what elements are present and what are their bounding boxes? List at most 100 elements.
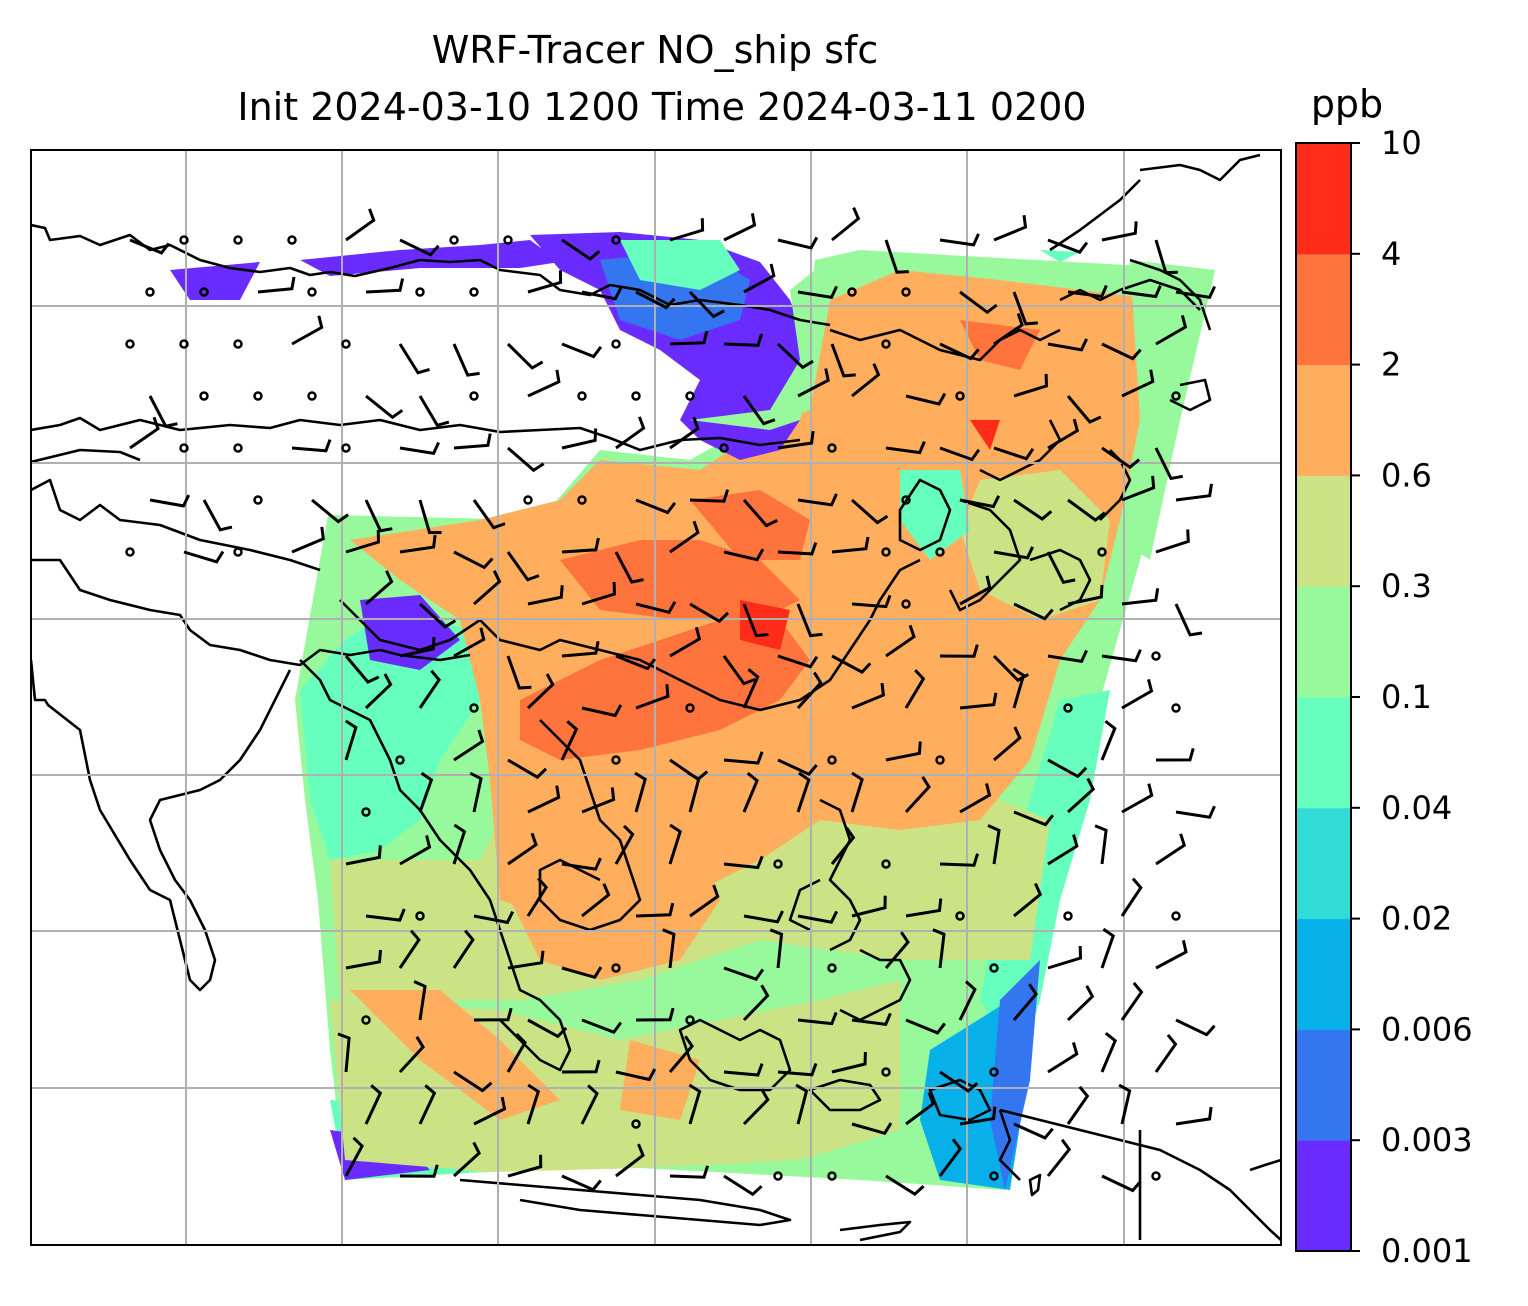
wind-barb [939,1070,979,1093]
wind-barb [1121,783,1154,814]
calm-wind-marker [523,495,533,505]
wind-barb [507,446,545,473]
wind-barb [1100,720,1117,761]
wind-barb [723,548,765,562]
wind-barb [1155,529,1190,554]
colorbar-ticks: 0.001 0.003 0.006 0.02 0.04 0.1 0.3 0.6 2 4 10 [1351,124,1473,1270]
colorbar-tick-label: 0.003 [1381,1121,1473,1159]
wind-barb [365,394,404,420]
wind-barb [635,1007,675,1022]
wind-barb [527,270,563,294]
wind-barb [959,290,998,315]
wind-barb [561,537,600,554]
wind-barb [959,783,992,814]
wind-barb [1155,833,1187,866]
wind-barb [257,276,296,294]
wind-barb [526,1083,541,1125]
calm-wind-marker [881,859,891,869]
wind-barb [742,668,760,709]
wind-barb [959,575,992,606]
wind-barb [506,342,544,370]
wind-barb [992,654,1030,683]
calm-wind-marker [341,339,351,349]
wind-barb [398,343,430,375]
calm-wind-marker [1063,703,1073,713]
wind-barb [777,1062,818,1077]
wind-barb [344,719,358,761]
calm-wind-marker [955,911,965,921]
wind-barb [689,884,720,918]
wind-barb [337,1032,351,1073]
calm-wind-marker [1151,651,1161,661]
wind-barb [993,726,1022,762]
wind-barb [777,542,818,556]
wind-barb [149,494,191,508]
map-title-line2: Init 2024-03-10 1200 Time 2024-03-11 020… [237,85,1086,129]
wind-barb [993,313,1024,346]
calm-wind-marker [901,495,911,505]
wind-barb [453,550,494,570]
wind-barb [1155,315,1188,346]
wind-barb [506,1032,527,1073]
wind-barb [885,624,916,658]
calm-wind-marker [935,547,945,557]
wind-barb [345,529,381,554]
wind-barb [939,342,980,361]
colorbar-tick-label: 0.04 [1381,789,1452,827]
wind-barb [742,772,759,813]
wind-barb [885,1174,925,1196]
wind-barb [851,363,881,398]
colorbar-swatch [1296,697,1351,809]
wind-barb [688,1083,702,1125]
wind-barb [1121,369,1155,398]
calm-wind-marker [577,495,587,505]
calm-wind-marker [415,911,425,921]
colorbar-swatch [1296,475,1351,587]
wind-barb [1067,584,1104,606]
colorbar-swatch [1296,918,1351,1030]
wind-barb [581,787,616,814]
wind-barb [561,966,603,980]
wind-barb [1101,649,1142,663]
wind-barb [364,1084,383,1125]
calm-wind-marker [145,287,155,297]
wind-barb [1175,483,1213,502]
wind-barb [1067,284,1108,299]
wind-barb [1047,338,1088,352]
wind-barb [669,416,700,450]
colorbar: ppb 0.001 0.003 0.006 0.02 0.04 0.1 0.3 0.6 2 4 10 [1295,82,1473,1270]
wind-barb [398,929,421,969]
wind-barb [742,499,778,528]
wind-barb [615,1068,657,1082]
wind-barb [1066,1085,1090,1125]
wind-barb [1012,983,1038,1021]
wind-barb [635,498,677,515]
wind-barb [561,342,603,359]
wind-barb [742,1088,770,1126]
wind-barb [884,239,909,274]
wind-barb [795,1083,809,1125]
wind-barb [830,343,856,378]
wind-barb [1047,418,1080,450]
wind-barb [1012,291,1038,326]
wind-barb [1066,777,1096,814]
calm-wind-marker [233,547,243,557]
wind-barb [1154,1033,1178,1073]
wind-barb [1100,927,1115,969]
wind-barb [344,655,380,684]
wind-barb [1046,551,1076,584]
wind-barb [958,980,977,1021]
wind-barbs [125,207,1216,1197]
calm-wind-marker [307,287,317,297]
wind-barb [797,493,838,507]
wind-barb [1013,373,1049,398]
colorbar-tick-label: 0.001 [1381,1232,1473,1270]
wind-barb [1121,284,1162,299]
wind-barb [796,603,823,638]
wind-barb [797,368,830,398]
colorbar-swatches [1296,143,1351,1252]
wind-barb [399,238,440,257]
wind-barb [469,771,483,813]
wind-barb [418,1084,437,1125]
calm-wind-marker [341,443,351,453]
